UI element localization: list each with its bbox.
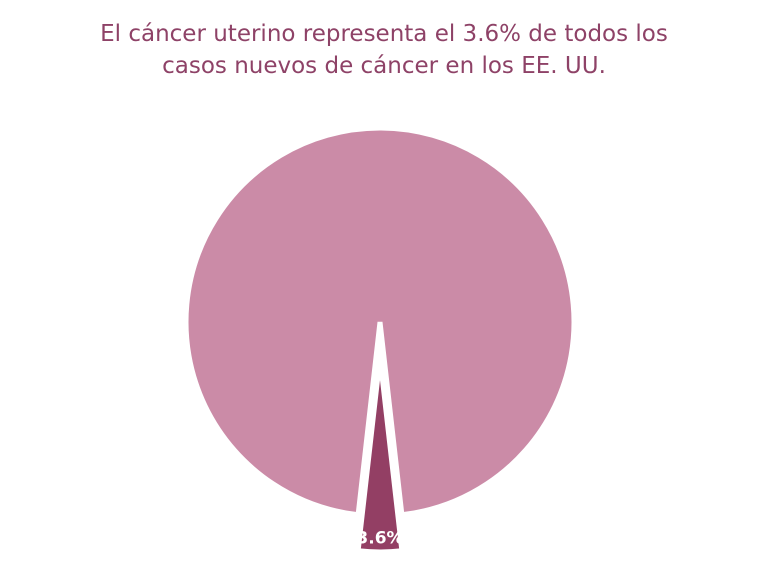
chart-title: El cáncer uterino representa el 3.6% de … (100, 21, 668, 79)
slice-label: 3.6% (356, 528, 403, 548)
pie-slice-highlight (355, 357, 405, 555)
pie-slice-main (183, 125, 577, 518)
